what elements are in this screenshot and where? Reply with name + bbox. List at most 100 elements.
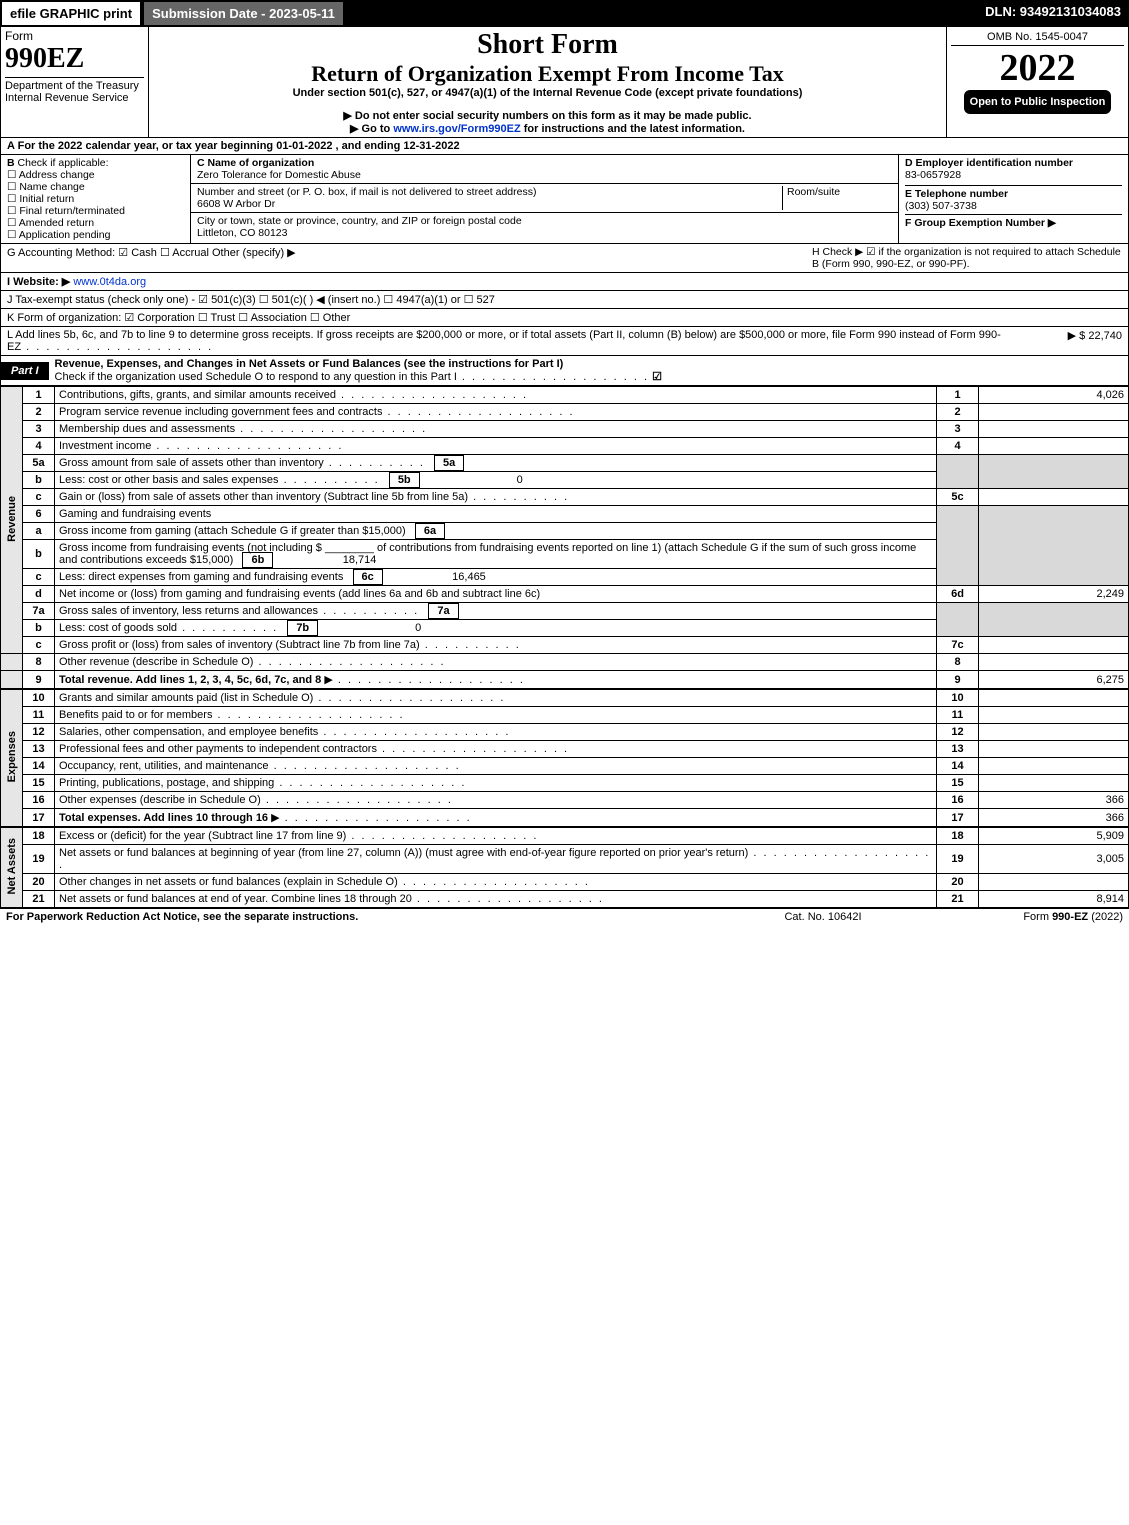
r6c-num: c — [23, 569, 55, 586]
org-city: Littleton, CO 80123 — [197, 227, 287, 239]
r5b-subamt: 0 — [423, 474, 523, 486]
r21-num: 21 — [23, 891, 55, 908]
r21-col: 21 — [937, 891, 979, 908]
r20-col: 20 — [937, 874, 979, 891]
r6-text: Gaming and fundraising events — [55, 506, 937, 523]
title-short-form: Short Form — [155, 29, 940, 61]
r16-text: Other expenses (describe in Schedule O) — [59, 794, 261, 806]
r7c-num: c — [23, 637, 55, 654]
r12-num: 12 — [23, 724, 55, 741]
r1-text: Contributions, gifts, grants, and simila… — [59, 389, 336, 401]
r7b-num: b — [23, 620, 55, 637]
r17-col: 17 — [937, 809, 979, 827]
r2-text: Program service revenue including govern… — [59, 406, 382, 418]
r17-text: Total expenses. Add lines 10 through 16 — [59, 812, 268, 824]
r6c-subamt: 16,465 — [386, 571, 486, 583]
room-suite-label: Room/suite — [787, 186, 840, 198]
line-gh: G Accounting Method: ☑ Cash ☐ Accrual Ot… — [0, 244, 1129, 273]
r3-num: 3 — [23, 421, 55, 438]
r11-text: Benefits paid to or for members — [59, 709, 212, 721]
r6c-text: Less: direct expenses from gaming and fu… — [59, 571, 343, 583]
form-number: 990EZ — [5, 43, 144, 75]
r2-amt — [979, 404, 1129, 421]
r15-amt — [979, 775, 1129, 792]
r7a-num: 7a — [23, 603, 55, 620]
r20-amt — [979, 874, 1129, 891]
r6b-text1: Gross income from fundraising events (no… — [59, 542, 322, 554]
r3-col: 3 — [937, 421, 979, 438]
side-netassets: Net Assets — [6, 838, 18, 894]
r11-col: 11 — [937, 707, 979, 724]
r1-col: 1 — [937, 387, 979, 404]
r10-amt — [979, 690, 1129, 707]
line-a: A For the 2022 calendar year, or tax yea… — [0, 138, 1129, 155]
part-i-label: Part I — [1, 362, 49, 380]
r18-text: Excess or (deficit) for the year (Subtra… — [59, 830, 346, 842]
form-word: Form — [5, 29, 144, 43]
b-name-change[interactable]: Name change — [7, 181, 85, 193]
form-header: Form 990EZ Department of the Treasury In… — [0, 27, 1129, 138]
goto-link[interactable]: www.irs.gov/Form990EZ — [393, 123, 520, 135]
r9-amt: 6,275 — [979, 671, 1129, 689]
r18-amt: 5,909 — [979, 828, 1129, 845]
r6a-num: a — [23, 523, 55, 540]
r5a-sub: 5a — [434, 455, 464, 471]
b-final-return[interactable]: Final return/terminated — [7, 205, 125, 217]
expenses-table: Expenses 10Grants and similar amounts pa… — [0, 689, 1129, 827]
r20-num: 20 — [23, 874, 55, 891]
d-label: D Employer identification number — [905, 157, 1073, 169]
b-initial-return[interactable]: Initial return — [7, 193, 74, 205]
telephone: (303) 507-3738 — [905, 200, 977, 212]
org-name: Zero Tolerance for Domestic Abuse — [197, 169, 361, 181]
r6a-text: Gross income from gaming (attach Schedul… — [59, 525, 406, 537]
r3-amt — [979, 421, 1129, 438]
part-i-checkbox[interactable]: ☑ — [652, 371, 662, 383]
line-g: G Accounting Method: ☑ Cash ☐ Accrual Ot… — [7, 246, 812, 270]
b-application-pending[interactable]: Application pending — [7, 229, 110, 241]
r12-text: Salaries, other compensation, and employ… — [59, 726, 318, 738]
r16-num: 16 — [23, 792, 55, 809]
r1-num: 1 — [23, 387, 55, 404]
f-label: F Group Exemption Number ▶ — [905, 217, 1056, 229]
title-return: Return of Organization Exempt From Incom… — [155, 61, 940, 87]
r7b-sub: 7b — [287, 620, 318, 636]
r6d-amt: 2,249 — [979, 586, 1129, 603]
part-i-bar: Part I Revenue, Expenses, and Changes in… — [0, 356, 1129, 386]
r11-num: 11 — [23, 707, 55, 724]
c-name-label: C Name of organization — [197, 157, 314, 169]
website-link[interactable]: www.0t4da.org — [73, 276, 146, 288]
r17-amt: 366 — [979, 809, 1129, 827]
r10-num: 10 — [23, 690, 55, 707]
goto-prefix: ▶ Go to — [350, 123, 393, 135]
section-c: C Name of organization Zero Tolerance fo… — [191, 155, 898, 243]
r5c-num: c — [23, 489, 55, 506]
b-amended-return[interactable]: Amended return — [7, 217, 94, 229]
r13-num: 13 — [23, 741, 55, 758]
r10-col: 10 — [937, 690, 979, 707]
r11-amt — [979, 707, 1129, 724]
r14-num: 14 — [23, 758, 55, 775]
b-address-change[interactable]: Address change — [7, 169, 95, 181]
r19-num: 19 — [23, 845, 55, 874]
r14-col: 14 — [937, 758, 979, 775]
r7a-sub: 7a — [428, 603, 458, 619]
footer-catno: Cat. No. 10642I — [723, 911, 923, 923]
subtitle: Under section 501(c), 527, or 4947(a)(1)… — [155, 87, 940, 99]
r20-text: Other changes in net assets or fund bala… — [59, 876, 398, 888]
r4-text: Investment income — [59, 440, 151, 452]
efile-tab: efile GRAPHIC print — [0, 0, 142, 27]
r5c-text: Gain or (loss) from sale of assets other… — [59, 491, 468, 503]
r8-text: Other revenue (describe in Schedule O) — [59, 656, 253, 668]
r5a-num: 5a — [23, 455, 55, 472]
r15-num: 15 — [23, 775, 55, 792]
i-label: I Website: ▶ — [7, 276, 70, 288]
r5b-sub: 5b — [389, 472, 420, 488]
r4-amt — [979, 438, 1129, 455]
netassets-table: Net Assets 18Excess or (deficit) for the… — [0, 827, 1129, 908]
r5b-text: Less: cost or other basis and sales expe… — [59, 474, 279, 486]
ssn-warning: ▶ Do not enter social security numbers o… — [155, 109, 940, 122]
org-address: 6608 W Arbor Dr — [197, 198, 275, 210]
dln-tab: DLN: 93492131034083 — [977, 0, 1129, 27]
part-i-check: Check if the organization used Schedule … — [55, 371, 457, 383]
footer-formno: Form 990-EZ (2022) — [923, 911, 1123, 923]
